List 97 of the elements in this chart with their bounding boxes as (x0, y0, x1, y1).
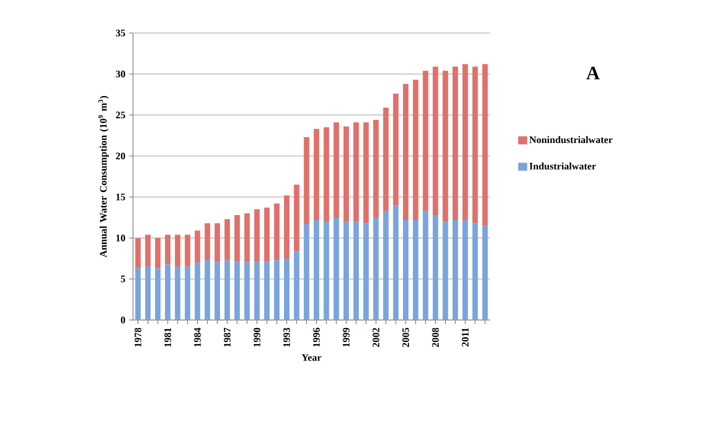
y-tick-label: 30 (116, 70, 126, 78)
bar (204, 260, 210, 320)
x-tick-label: 1987 (224, 328, 231, 347)
bar (234, 262, 240, 320)
bar (264, 262, 270, 320)
bar (472, 66, 478, 224)
bar (422, 210, 428, 320)
bar (194, 230, 200, 263)
bar (294, 184, 300, 252)
bar (402, 220, 408, 320)
bar (284, 195, 290, 258)
bar (383, 108, 389, 211)
bar (224, 260, 230, 320)
bar (363, 122, 369, 224)
bar (324, 222, 330, 320)
bar (184, 234, 190, 267)
bar (234, 215, 240, 262)
bar (442, 70, 448, 222)
bar (432, 216, 438, 320)
bar (343, 222, 349, 320)
bar (135, 238, 141, 268)
bar (462, 64, 468, 220)
bar (264, 208, 270, 262)
text: A (586, 66, 600, 80)
bar (184, 266, 190, 320)
bar (155, 268, 161, 320)
bar (194, 262, 200, 320)
y-tick-label: 20 (116, 152, 126, 160)
x-tick-label: 1996 (313, 328, 320, 347)
bar (393, 94, 399, 206)
bar (373, 217, 379, 320)
bar (204, 223, 210, 260)
bar (422, 70, 428, 211)
bar (294, 251, 300, 320)
bar (452, 66, 458, 220)
x-tick-label: 2008 (432, 328, 439, 348)
bar (432, 66, 438, 216)
y-tick-label: 15 (116, 194, 126, 200)
bar (462, 220, 468, 320)
bar (363, 223, 369, 320)
bar (135, 268, 141, 320)
bar (164, 234, 170, 264)
bar (274, 204, 280, 260)
bar (224, 219, 230, 260)
bar (393, 205, 399, 320)
y-tick-label: 35 (116, 30, 126, 36)
bar (284, 258, 290, 320)
x-tick-label: 2002 (372, 328, 380, 348)
bar (174, 234, 180, 267)
bar (274, 260, 280, 320)
bar (244, 262, 250, 320)
bar (472, 223, 478, 320)
y-tick-label: 25 (116, 112, 126, 118)
y-tick-label: 0 (120, 316, 126, 324)
x-tick-label: 1978 (134, 328, 142, 347)
x-tick-label: 2011 (462, 328, 469, 346)
bar (214, 223, 220, 262)
bar (304, 137, 310, 224)
bar (145, 266, 151, 320)
legend-label: Industrialwater (530, 162, 596, 170)
bar (174, 266, 180, 320)
bar (383, 210, 389, 320)
bar (254, 209, 260, 262)
bar (254, 262, 260, 320)
bar (155, 238, 161, 268)
bar (334, 122, 340, 218)
bar (412, 80, 418, 220)
bar (402, 84, 408, 220)
y-tick-label: 10 (116, 234, 126, 242)
bar (482, 64, 488, 226)
bar (334, 217, 340, 320)
bar (214, 262, 220, 320)
x-tick-label: 1990 (254, 328, 260, 347)
x-tick-label: 1999 (342, 328, 350, 347)
bar (314, 220, 320, 320)
bar (343, 126, 349, 222)
bar (324, 127, 330, 222)
bar (145, 234, 151, 267)
bar (353, 222, 359, 320)
bar (412, 220, 418, 320)
y-axis-title: Annual Water Consumption (10$^{9}$ m$^{3}$) (98, 96, 109, 258)
x-axis-title: Year (302, 354, 322, 361)
bar (164, 264, 170, 320)
bar (482, 226, 488, 320)
bar (244, 213, 250, 262)
x-tick-label: 1984 (194, 328, 201, 347)
bar (314, 128, 320, 220)
bar (304, 224, 310, 320)
bar (353, 122, 359, 222)
x-tick-label: 1993 (283, 328, 290, 347)
bar (373, 120, 379, 218)
legend-label: Nonindustrialwater (529, 136, 613, 144)
y-tick-label: 5 (120, 276, 126, 282)
x-tick-label: 1981 (164, 328, 172, 347)
x-tick-label: 2005 (402, 328, 410, 348)
bar (442, 222, 448, 320)
bar (452, 220, 458, 320)
